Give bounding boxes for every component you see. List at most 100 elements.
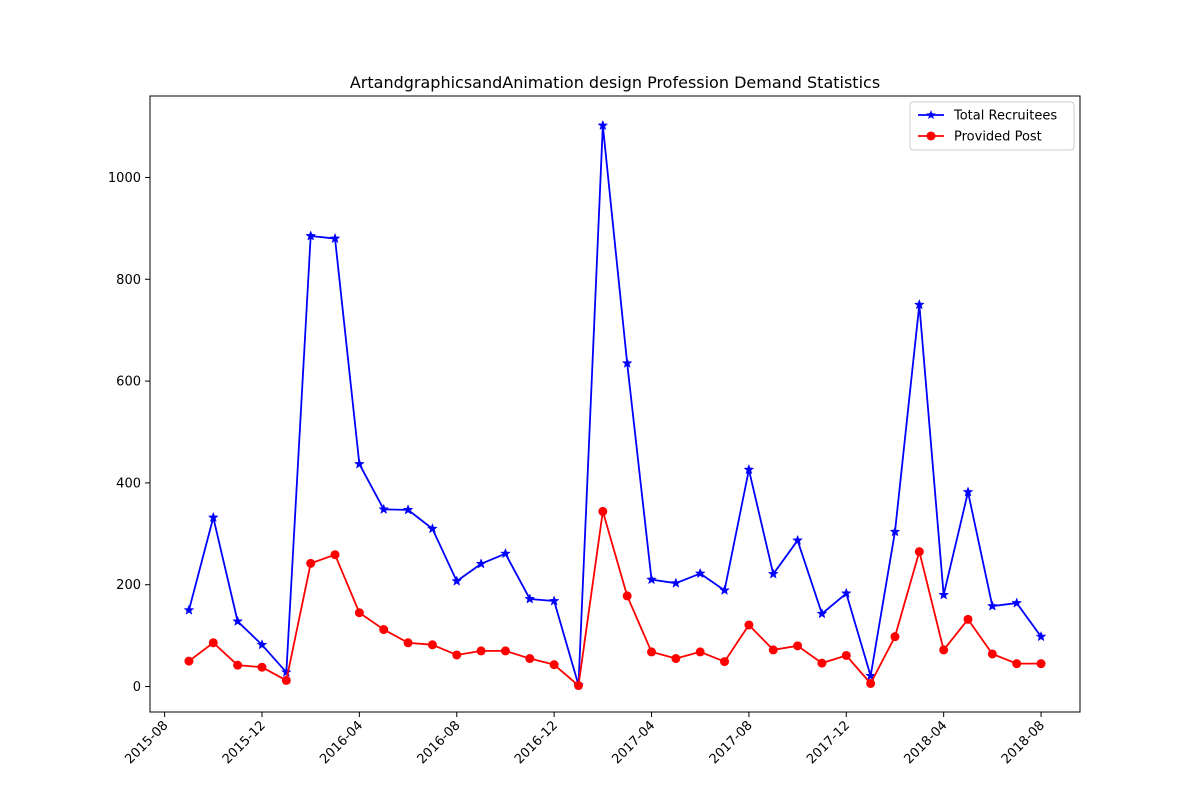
y-axis: 0 200 400 600 800 1000 [108, 171, 150, 695]
legend: Total Recruitees Provided Post [909, 101, 1075, 151]
data-point [257, 662, 267, 672]
axes-frame [149, 95, 1081, 713]
data-point [598, 506, 608, 516]
x-tick-label: 2018-04 [901, 718, 950, 767]
data-point [840, 587, 852, 599]
data-point [426, 523, 438, 534]
y-tick-label: 1000 [108, 171, 141, 186]
data-point [694, 567, 706, 579]
data-point [451, 575, 463, 586]
data-point [670, 577, 682, 588]
y-tick-label: 0 [133, 680, 141, 695]
data-point [233, 660, 243, 670]
data-point [793, 641, 803, 651]
data-point [890, 632, 900, 642]
legend-entry: Provided Post [918, 130, 1042, 145]
data-point [767, 568, 779, 579]
data-point [524, 593, 536, 604]
data-point [184, 656, 194, 666]
data-point [427, 640, 437, 650]
legend-box [909, 101, 1075, 151]
data-point [963, 614, 973, 624]
data-point [548, 595, 560, 606]
data-point [500, 646, 510, 656]
data-point [695, 647, 705, 657]
data-point [621, 357, 633, 368]
data-point [792, 534, 804, 546]
data-point [378, 503, 390, 515]
x-tick-label: 2016-04 [317, 718, 366, 767]
data-point [549, 660, 559, 670]
x-tick-label: 2018-08 [999, 718, 1048, 767]
data-point [889, 526, 901, 537]
data-point [208, 638, 218, 648]
data-point [986, 600, 998, 611]
data-point [1036, 659, 1046, 669]
data-point [1011, 597, 1023, 608]
data-point [939, 645, 949, 655]
series-line [188, 510, 1042, 687]
data-point [475, 558, 487, 569]
legend-label: Provided Post [954, 130, 1042, 145]
data-point [1035, 630, 1047, 642]
data-point [865, 670, 877, 681]
y-tick-label: 200 [116, 578, 141, 593]
data-point [329, 232, 341, 244]
data-point [207, 511, 219, 523]
data-point [280, 666, 292, 677]
data-point [354, 608, 364, 618]
data-point [183, 604, 195, 615]
data-point [646, 573, 657, 585]
data-point [476, 646, 486, 656]
data-point [403, 638, 413, 648]
data-point [866, 678, 876, 688]
plot-area [183, 119, 1047, 691]
data-point [987, 649, 997, 659]
data-point [281, 675, 291, 685]
data-point [841, 650, 851, 660]
legend-entry: Total Recruitees [918, 109, 1057, 124]
legend-label: Total Recruitees [953, 109, 1057, 124]
data-point [402, 504, 414, 515]
x-tick-label: 2016-12 [512, 718, 561, 767]
data-point [743, 463, 755, 475]
x-tick-label: 2017-08 [707, 718, 756, 767]
x-tick-label: 2015-12 [220, 718, 269, 767]
legend-marker [926, 110, 936, 120]
x-tick-label: 2017-12 [804, 718, 853, 767]
data-point [330, 550, 340, 560]
data-point [622, 591, 632, 601]
chart-title: ArtandgraphicsandAnimation design Profes… [350, 73, 880, 92]
x-tick-label: 2015-08 [122, 718, 171, 767]
data-point [597, 119, 609, 131]
y-tick-label: 600 [116, 375, 141, 390]
legend-marker [926, 131, 936, 141]
data-point [500, 547, 511, 559]
data-point [720, 657, 730, 667]
data-point [1012, 659, 1022, 669]
data-point [671, 654, 681, 664]
data-point [232, 615, 244, 627]
data-point [306, 558, 316, 568]
data-point [768, 645, 778, 655]
x-tick-label: 2016-08 [415, 718, 464, 767]
data-point [647, 647, 657, 657]
data-point [353, 458, 365, 469]
x-tick-label: 2017-04 [609, 718, 658, 767]
data-point [719, 584, 730, 595]
data-point [914, 547, 924, 557]
y-tick-label: 800 [116, 273, 141, 288]
data-point [817, 658, 827, 668]
x-axis: 2015-08 2015-12 2016-04 2016-08 2016-12 2017-… [122, 712, 1048, 767]
data-point [816, 608, 828, 619]
data-point [962, 486, 974, 497]
data-point [573, 681, 583, 691]
y-tick-label: 400 [116, 476, 141, 491]
data-point [305, 230, 317, 241]
series-0 [183, 119, 1047, 690]
data-point [525, 654, 535, 664]
data-point [379, 625, 389, 635]
data-point [938, 589, 950, 600]
data-point [452, 650, 462, 660]
data-point [913, 299, 925, 310]
